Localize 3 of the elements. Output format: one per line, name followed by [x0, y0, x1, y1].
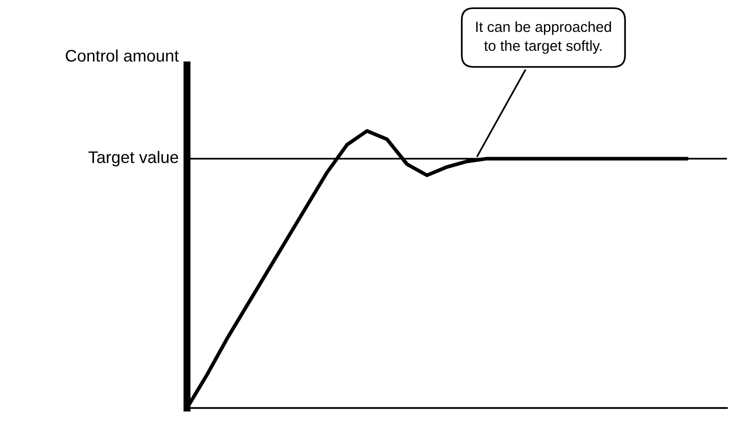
- ref-line-label: Target value: [88, 150, 178, 166]
- y-axis-title: Control amount: [66, 49, 179, 62]
- text: It can be approached to the target softly.: [476, 21, 611, 54]
